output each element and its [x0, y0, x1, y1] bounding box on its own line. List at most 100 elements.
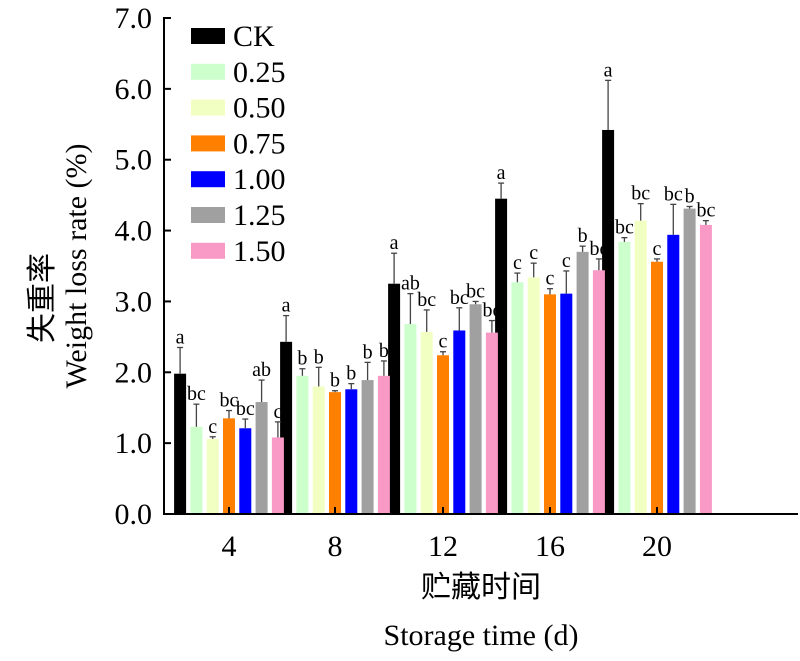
legend-swatch	[191, 63, 225, 80]
y-axis-title: Weight loss rate (%)	[60, 143, 93, 388]
bar-0_50-day-4	[206, 438, 219, 514]
legend-label: 1.25	[233, 199, 286, 232]
legend-label: CK	[233, 20, 275, 53]
legend-label: 0.50	[233, 92, 286, 125]
bar-0_25-day-8	[296, 375, 309, 514]
bar-0_75-day-8	[329, 392, 341, 514]
y-tick-label: 6.0	[115, 73, 153, 106]
bar-1_00-day-8	[345, 389, 358, 514]
significance-letter: c	[273, 401, 282, 423]
bar-1_00-day-16	[560, 293, 573, 514]
significance-letter: b	[314, 346, 324, 368]
significance-letter: c	[529, 242, 538, 264]
bar-1_25-day-16	[576, 251, 589, 515]
significance-letter: bc	[236, 398, 255, 420]
significance-letter: c	[439, 331, 448, 353]
bar-0_25-day-4	[190, 426, 203, 514]
legend-swatch	[191, 242, 225, 259]
significance-letter: c	[546, 268, 555, 290]
bar-0_25-day-16	[511, 282, 524, 514]
x-tick-label: 16	[535, 530, 565, 563]
y-axis-title-cn: 失重率	[26, 253, 59, 343]
significance-letter: b	[346, 363, 356, 385]
bar-0_50-day-8	[312, 386, 325, 514]
significance-letter: b	[330, 370, 340, 392]
bar-0_25-day-12	[404, 324, 417, 514]
significance-letter: bc	[631, 183, 650, 205]
significance-letter: bc	[589, 238, 608, 260]
x-axis-title-cn: 贮藏时间	[421, 571, 541, 604]
bar-CK-day-16	[495, 198, 508, 514]
significance-letter: bc	[664, 183, 683, 205]
bar-CK-day-20	[602, 129, 615, 514]
significance-letter: b	[363, 341, 373, 363]
legend: CK0.250.500.751.001.251.50	[191, 20, 286, 268]
legend-label: 0.75	[233, 127, 286, 160]
significance-letter: bc	[450, 287, 469, 309]
bar-1_00-day-20	[667, 234, 680, 514]
significance-letter: bc	[220, 390, 239, 412]
bar-0_75-day-16	[544, 294, 556, 514]
significance-letter: a	[497, 162, 506, 184]
bar-1_25-day-20	[683, 208, 696, 514]
y-tick-label: 1.0	[115, 427, 153, 460]
bars-layer: aaaaabcbabcbccbbccbcbcbcccbcbbccbcabbbcb…	[174, 59, 715, 515]
y-tick-label: 2.0	[115, 356, 153, 389]
bar-0_50-day-12	[420, 331, 433, 514]
bar-0_75-day-12	[437, 355, 449, 514]
bar-CK-day-4	[174, 373, 187, 514]
significance-letter: a	[282, 295, 291, 317]
y-tick-label: 5.0	[115, 144, 153, 177]
significance-letter: bc	[417, 289, 436, 311]
bar-1_00-day-12	[453, 330, 466, 514]
legend-swatch	[191, 171, 225, 188]
significance-letter: bc	[482, 300, 501, 322]
legend-swatch	[191, 28, 225, 44]
x-tick-label: 20	[642, 530, 672, 563]
significance-letter: bc	[466, 280, 485, 302]
legend-swatch	[191, 207, 225, 223]
y-tick-label: 0.0	[115, 498, 153, 531]
x-axis-title: Storage time (d)	[384, 619, 579, 652]
x-ticks: 4 8 12 16 20	[222, 507, 672, 563]
significance-letter: a	[390, 232, 399, 254]
y-tick-label: 4.0	[115, 215, 153, 248]
x-tick-label: 12	[428, 530, 458, 563]
y-ticks: 0.0 1.0 2.0 3.0 4.0 5.0 6.0 7.0	[115, 2, 171, 531]
bar-1_25-day-8	[361, 380, 374, 514]
bar-0_75-day-4	[223, 418, 235, 514]
significance-letter: bc	[187, 383, 206, 405]
bar-1_25-day-12	[469, 304, 482, 514]
bar-0_50-day-16	[527, 277, 540, 514]
legend-label: 0.25	[233, 56, 286, 89]
x-tick-label: 4	[222, 530, 237, 563]
bar-1_50-day-12	[485, 332, 498, 514]
bar-1_50-day-16	[592, 270, 605, 514]
significance-letter: c	[513, 252, 522, 274]
significance-letter: a	[176, 326, 185, 348]
significance-letter: b	[578, 225, 588, 247]
bar-1_50-day-20	[699, 224, 712, 514]
significance-letter: bc	[696, 200, 715, 222]
bar-1_00-day-4	[239, 428, 252, 514]
bar-0_50-day-20	[634, 220, 647, 514]
significance-letter: b	[297, 348, 307, 370]
significance-letter: c	[208, 416, 217, 438]
y-tick-label: 7.0	[115, 2, 153, 35]
legend-swatch	[191, 135, 225, 152]
significance-letter: b	[685, 185, 695, 207]
y-tick-label: 3.0	[115, 285, 153, 318]
bar-0_75-day-20	[651, 261, 663, 514]
legend-swatch	[191, 99, 225, 116]
axes	[163, 17, 798, 515]
legend-label: 1.50	[233, 235, 286, 268]
bar-1_25-day-4	[255, 402, 268, 514]
legend-label: 1.00	[233, 163, 286, 196]
x-tick-label: 8	[328, 530, 343, 563]
significance-letter: c	[562, 250, 571, 272]
bar-CK-day-12	[388, 283, 401, 514]
significance-letter: bc	[615, 217, 634, 239]
significance-letter: ab	[401, 273, 420, 295]
bar-1_50-day-8	[377, 375, 390, 514]
significance-letter: c	[653, 238, 662, 260]
